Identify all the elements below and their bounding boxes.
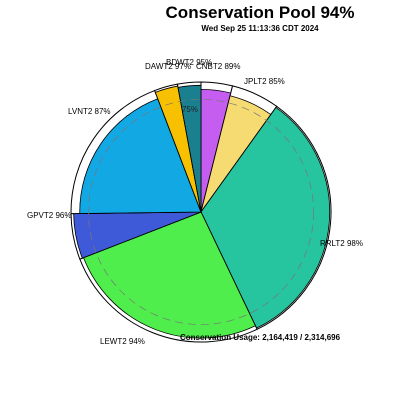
slice-label: DAWT2 97%: [145, 62, 191, 71]
usage-text: Conservation Usage: 2,164,419 / 2,314,69…: [180, 333, 341, 342]
reference-ring-label: 75%: [182, 105, 198, 114]
chart-subtitle: Wed Sep 25 11:13:36 CDT 2024: [201, 24, 319, 33]
slice-label: CNBT2 89%: [196, 62, 240, 71]
slice-label: RRLT2 98%: [320, 239, 363, 248]
slice-fill: [200, 106, 331, 329]
slice-fill: [177, 84, 202, 213]
slice-label: GPVT2 96%: [27, 211, 71, 220]
slice-label: LVNT2 87%: [68, 107, 111, 116]
slice-label: LEWT2 94%: [100, 337, 145, 346]
slice-label: JPLT2 85%: [244, 77, 285, 86]
slices-layer: [70, 81, 332, 343]
chart-title: Conservation Pool 94%: [166, 3, 355, 22]
slice-fill: [83, 211, 256, 339]
reference-ring: [88, 99, 314, 325]
slice-label: BDWT2 95%: [166, 58, 212, 67]
slice-fill: [79, 98, 202, 214]
labels-layer: CNBT2 89% JPLT2 85% RRLT2 98% LEWT2 94% GPVT…: [27, 58, 363, 346]
